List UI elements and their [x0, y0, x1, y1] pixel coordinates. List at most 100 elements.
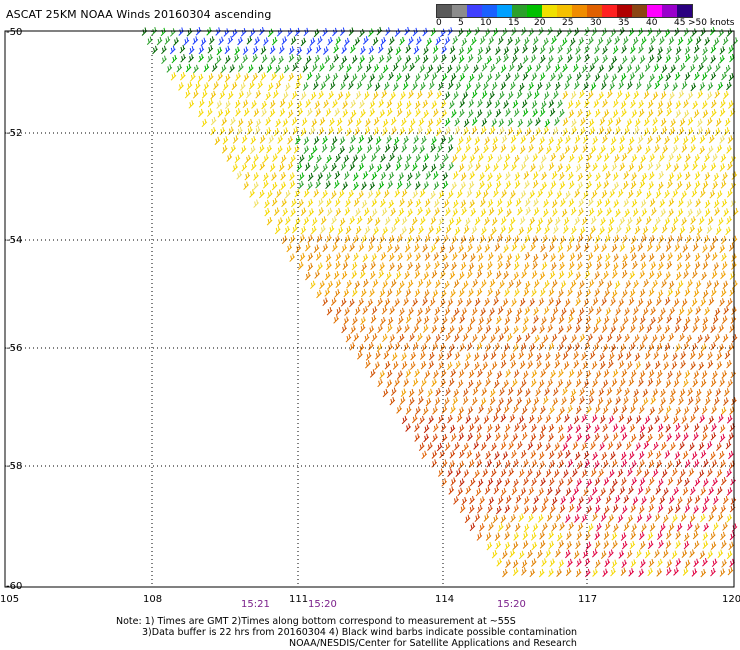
- wind-barb: [631, 315, 638, 324]
- wind-barb: [649, 198, 656, 207]
- wind-barb: [611, 162, 618, 172]
- wind-barb: [376, 163, 383, 173]
- wind-barb: [350, 325, 357, 334]
- wind-barb: [585, 541, 592, 551]
- wind-barb: [712, 153, 718, 162]
- wind-barb: [294, 188, 301, 198]
- wind-barb: [243, 73, 250, 82]
- wind-barb: [476, 54, 483, 64]
- wind-barb: [371, 171, 378, 181]
- wind-barb: [704, 172, 711, 181]
- wind-barb: [604, 558, 611, 568]
- wind-barb: [542, 252, 549, 261]
- colorbar-segment: [467, 5, 482, 17]
- wind-barb: [395, 288, 402, 297]
- wind-barb: [498, 118, 505, 128]
- wind-barb: [242, 46, 249, 55]
- wind-barb: [502, 568, 508, 578]
- wind-barb: [272, 90, 279, 99]
- wind-barb: [672, 514, 678, 523]
- wind-barb: [574, 514, 580, 523]
- wind-barb: [423, 153, 430, 162]
- wind-barb: [442, 253, 448, 262]
- wind-barb: [659, 495, 666, 505]
- wind-barb: [676, 181, 683, 190]
- wind-barb: [541, 316, 547, 325]
- wind-barb: [549, 459, 556, 469]
- wind-barb: [711, 558, 718, 568]
- wind-barb: [425, 207, 431, 217]
- wind-barb: [514, 154, 520, 164]
- wind-barb: [579, 333, 586, 343]
- wind-barb: [606, 333, 613, 343]
- wind-barb: [486, 424, 493, 433]
- wind-barb: [674, 54, 681, 64]
- wind-barb: [430, 190, 436, 200]
- wind-barb: [334, 261, 341, 270]
- wind-barb: [639, 270, 646, 279]
- wind-barb: [698, 442, 705, 451]
- wind-barb: [693, 423, 700, 432]
- wind-barb: [193, 64, 199, 74]
- wind-barb: [231, 28, 238, 38]
- wind-barb: [394, 216, 400, 226]
- wind-barb: [661, 279, 667, 288]
- wind-barb: [717, 513, 724, 522]
- wind-barb: [433, 423, 439, 433]
- wind-barb: [711, 459, 718, 469]
- wind-barb: [581, 514, 588, 523]
- wind-barb: [414, 433, 421, 442]
- wind-barb: [351, 55, 358, 64]
- wind-barb: [687, 387, 693, 397]
- colorbar-label: 30: [590, 18, 602, 28]
- wind-barb: [530, 558, 537, 567]
- wind-barb: [668, 495, 675, 504]
- wind-barb: [588, 306, 594, 315]
- wind-barb: [310, 91, 317, 101]
- wind-barb: [657, 108, 664, 117]
- wind-barb: [405, 100, 412, 110]
- wind-barb: [445, 387, 451, 397]
- wind-barb: [638, 405, 645, 414]
- wind-barb: [693, 505, 699, 514]
- wind-barb: [502, 550, 508, 559]
- wind-barb: [495, 55, 502, 65]
- wind-barb: [335, 207, 342, 217]
- wind-barb: [621, 540, 628, 550]
- wind-barb: [574, 342, 581, 352]
- wind-barb: [319, 117, 326, 126]
- wind-barb: [560, 198, 566, 207]
- wind-barb: [668, 333, 675, 342]
- wind-barb: [717, 81, 724, 91]
- wind-barb: [370, 314, 377, 324]
- wind-barb: [620, 567, 627, 577]
- wind-barb: [684, 72, 691, 81]
- wind-barb: [643, 117, 650, 127]
- wind-barb: [431, 378, 438, 387]
- wind-barb: [233, 54, 240, 63]
- wind-barb: [550, 314, 556, 324]
- wind-barb: [307, 181, 313, 191]
- wind-barb: [576, 289, 583, 299]
- wind-barb: [465, 352, 472, 361]
- wind-barb: [557, 45, 563, 54]
- wind-barb: [664, 28, 671, 38]
- graticule: [5, 31, 734, 587]
- wind-barb: [621, 368, 628, 378]
- wind-barb: [600, 513, 607, 522]
- wind-barb: [278, 45, 285, 54]
- wind-barb: [674, 423, 681, 432]
- wind-barb: [584, 162, 591, 171]
- wind-barb: [550, 504, 556, 514]
- wind-barb: [580, 117, 586, 127]
- wind-barb: [710, 162, 717, 172]
- wind-barb: [630, 252, 637, 261]
- wind-barb: [528, 28, 535, 37]
- wind-barb: [269, 163, 276, 172]
- wind-barb: [491, 361, 498, 370]
- wind-barb: [520, 379, 527, 388]
- wind-barb: [259, 162, 266, 171]
- wind-barb: [621, 55, 628, 65]
- wind-barb: [358, 162, 365, 172]
- wind-barb: [401, 188, 408, 198]
